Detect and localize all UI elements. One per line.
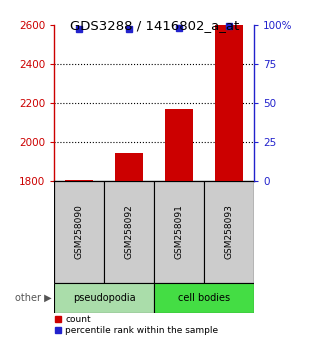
Bar: [54, 283, 154, 313]
Text: other ▶: other ▶: [15, 293, 51, 303]
Bar: [65, 180, 93, 181]
Text: GDS3288 / 1416802_a_at: GDS3288 / 1416802_a_at: [70, 19, 240, 33]
Bar: [154, 283, 254, 313]
Text: GSM258093: GSM258093: [225, 204, 234, 259]
Bar: [116, 153, 143, 181]
Text: pseudopodia: pseudopodia: [73, 293, 135, 303]
Bar: [166, 109, 193, 181]
Text: cell bodies: cell bodies: [178, 293, 230, 303]
Text: GSM258092: GSM258092: [125, 205, 134, 259]
Bar: [104, 181, 154, 283]
Text: GSM258090: GSM258090: [75, 204, 84, 259]
Bar: [154, 181, 204, 283]
Bar: [54, 181, 104, 283]
Bar: [204, 181, 254, 283]
Text: GSM258091: GSM258091: [175, 204, 184, 259]
Legend: count, percentile rank within the sample: count, percentile rank within the sample: [54, 315, 218, 335]
Bar: [215, 25, 243, 181]
